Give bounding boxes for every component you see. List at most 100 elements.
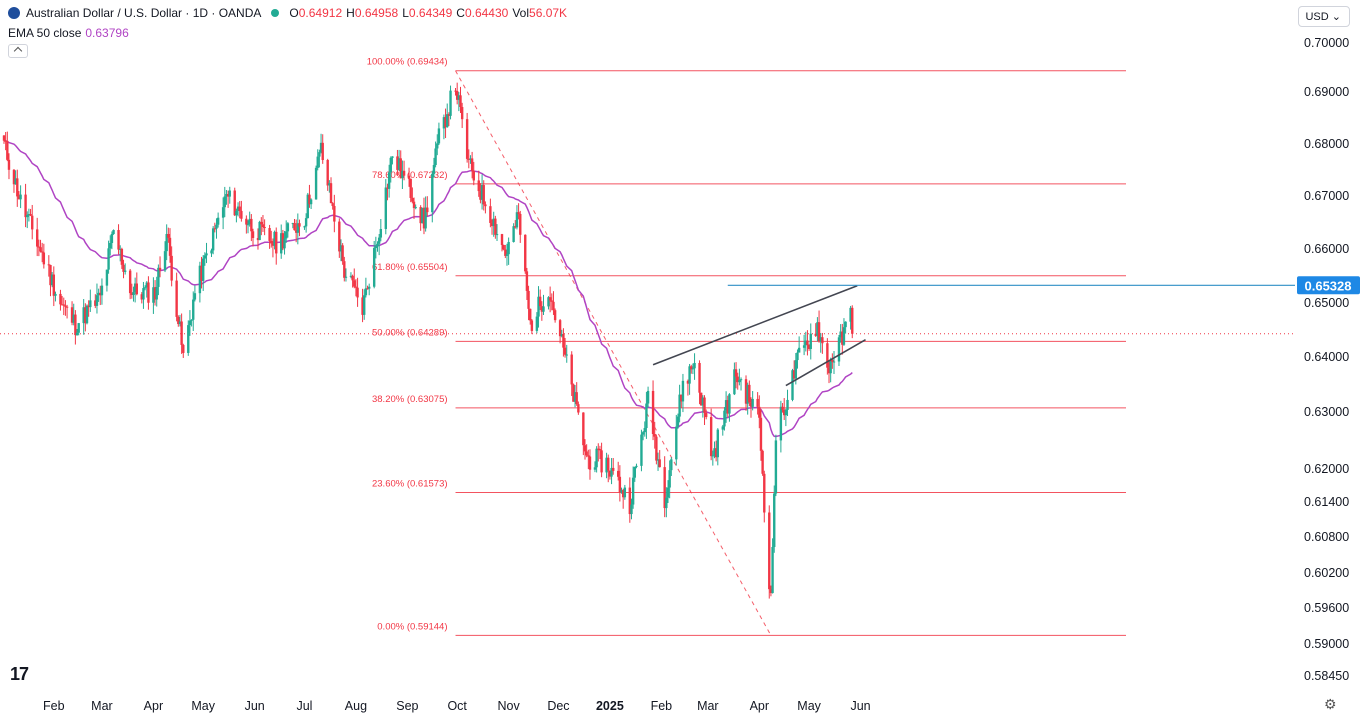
candle-body bbox=[177, 316, 180, 325]
candle-body bbox=[635, 465, 638, 467]
candle-body bbox=[454, 90, 457, 92]
chevron-down-icon: ⌄ bbox=[1331, 11, 1341, 23]
candle-body bbox=[133, 283, 137, 293]
candle-body bbox=[646, 390, 650, 404]
fib-level-label: 0.00% (0.59144) bbox=[377, 621, 447, 632]
candle-body bbox=[321, 142, 324, 161]
candle-body bbox=[306, 194, 309, 219]
candle-body bbox=[157, 267, 160, 287]
candle-body bbox=[686, 380, 690, 384]
candle-body bbox=[514, 226, 517, 228]
candle-body bbox=[804, 340, 807, 346]
candle-body bbox=[17, 196, 21, 200]
candle-body bbox=[645, 403, 648, 429]
candle-body bbox=[610, 467, 613, 477]
symbol-legend[interactable]: Australian Dollar / U.S. Dollar · 1D · O… bbox=[8, 6, 571, 20]
candle-body bbox=[472, 170, 475, 181]
gear-icon[interactable]: ⚙ bbox=[1324, 696, 1337, 712]
candle-body bbox=[260, 221, 263, 225]
candle-body bbox=[529, 308, 532, 321]
candle-body bbox=[502, 244, 505, 250]
candle-body bbox=[273, 231, 276, 246]
candle-body bbox=[816, 322, 819, 336]
candle-body bbox=[832, 361, 836, 363]
candle-body bbox=[374, 246, 378, 249]
candle-body bbox=[59, 293, 62, 305]
candle-body bbox=[26, 214, 29, 218]
candle-body bbox=[817, 322, 821, 342]
price-tick-label: 0.60200 bbox=[1304, 566, 1349, 580]
candle-body bbox=[517, 212, 520, 214]
candle-body bbox=[363, 295, 366, 315]
ohlc-value: 56.07K bbox=[529, 6, 568, 20]
candle-body bbox=[524, 234, 527, 272]
candle-body bbox=[354, 286, 358, 288]
candle-body bbox=[178, 321, 182, 325]
currency-selector[interactable]: USD ⌄ bbox=[1298, 6, 1350, 27]
ohlc-key: O bbox=[289, 6, 299, 20]
candle-body bbox=[128, 270, 132, 294]
tradingview-logo-icon[interactable]: 17 bbox=[10, 664, 29, 684]
candle-body bbox=[515, 212, 519, 228]
candle-body bbox=[105, 269, 109, 286]
candle-body bbox=[31, 215, 34, 230]
candle-body bbox=[39, 247, 42, 252]
ohlc-key: Vol bbox=[512, 6, 530, 20]
ema-legend[interactable]: EMA 50 close 0.63796 bbox=[8, 26, 129, 40]
candle-body bbox=[675, 426, 678, 460]
candle-body bbox=[65, 306, 69, 308]
candle-body bbox=[145, 282, 148, 288]
candle-body bbox=[658, 459, 661, 468]
candle-body bbox=[158, 267, 162, 271]
candle-body bbox=[562, 334, 565, 348]
candle-body bbox=[14, 178, 17, 185]
candle-body bbox=[814, 333, 817, 336]
candle-body bbox=[270, 240, 273, 244]
candle-body bbox=[792, 370, 796, 379]
candle-body bbox=[153, 287, 157, 300]
candle-body bbox=[372, 248, 376, 287]
time-tick-label: Oct bbox=[447, 699, 467, 713]
price-tick-label: 0.64000 bbox=[1304, 350, 1349, 364]
ohlc-values: O0.64912 H0.64958 L0.64349 C0.64430 Vol56.07… bbox=[289, 6, 571, 20]
candle-body bbox=[563, 347, 567, 355]
candle-body bbox=[349, 275, 353, 277]
candle-body bbox=[693, 362, 696, 369]
candle-body bbox=[356, 287, 359, 298]
candle-body bbox=[802, 345, 806, 348]
fib-level-label: 50.00% (0.64289) bbox=[372, 327, 448, 338]
candle-body bbox=[60, 304, 64, 306]
candle-body bbox=[444, 117, 447, 128]
candle-body bbox=[587, 455, 590, 457]
candle-body bbox=[112, 230, 115, 235]
candle-body bbox=[396, 156, 399, 170]
candle-body bbox=[198, 265, 202, 294]
candle-body bbox=[734, 369, 738, 377]
candle-body bbox=[24, 194, 27, 218]
candle-body bbox=[75, 332, 79, 336]
candle-body bbox=[308, 194, 311, 205]
candle-body bbox=[205, 253, 208, 256]
candle-body bbox=[117, 230, 120, 250]
ohlc-value: 0.64958 bbox=[354, 6, 399, 20]
candle-body bbox=[726, 400, 729, 414]
candle-body bbox=[422, 207, 426, 229]
candle-body bbox=[690, 366, 693, 370]
candle-body bbox=[143, 287, 147, 289]
candle-body bbox=[89, 300, 92, 308]
candle-body bbox=[391, 156, 394, 158]
candle-body bbox=[704, 412, 708, 418]
candle-body bbox=[724, 400, 728, 411]
collapse-legend-button[interactable] bbox=[8, 44, 28, 58]
price-tick-label: 0.65000 bbox=[1304, 296, 1349, 310]
candle-body bbox=[779, 406, 783, 441]
candle-body bbox=[233, 190, 236, 216]
candle-body bbox=[314, 167, 318, 200]
candle-body bbox=[180, 321, 183, 345]
candle-body bbox=[585, 451, 588, 456]
fib-level-label: 100.00% (0.69434) bbox=[367, 57, 448, 68]
candle-body bbox=[641, 432, 645, 435]
candle-body bbox=[135, 283, 138, 295]
candle-body bbox=[617, 470, 620, 477]
